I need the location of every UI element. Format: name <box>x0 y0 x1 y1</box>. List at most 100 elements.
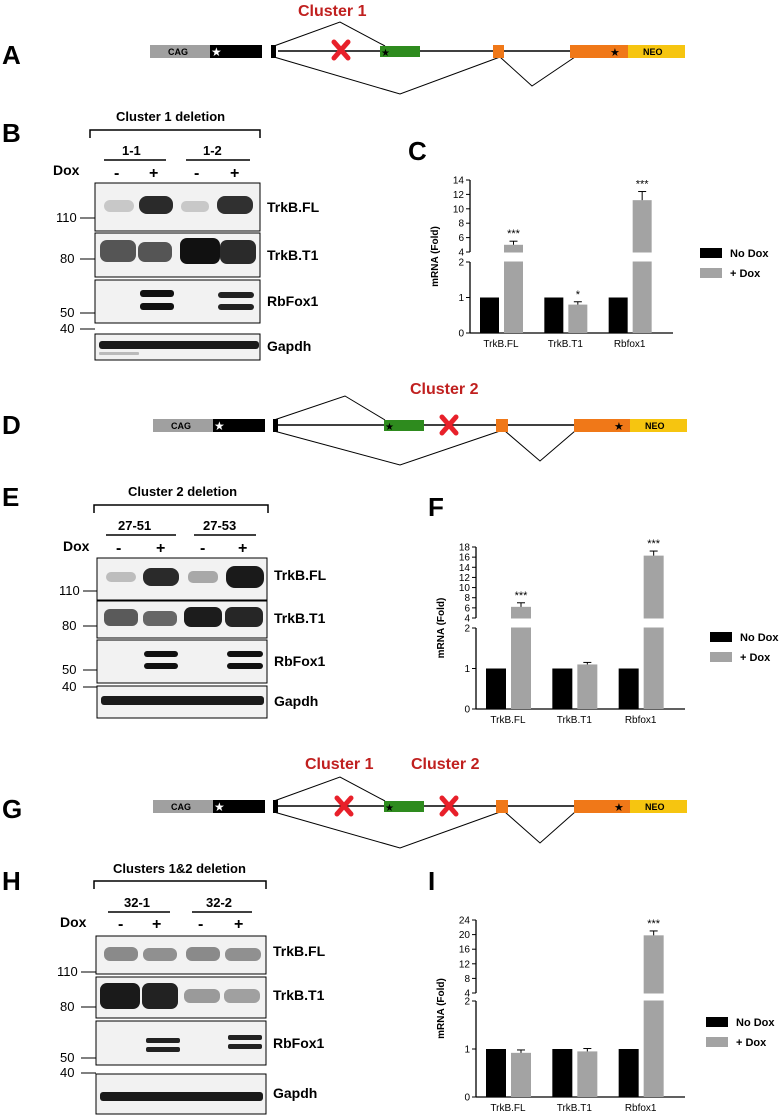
panel-letter-b: B <box>2 118 21 148</box>
band <box>99 341 259 349</box>
legend-swatch <box>700 268 722 278</box>
y-tick-label: 4 <box>464 989 470 1000</box>
splice-arc <box>504 811 576 844</box>
lane-label: 27-51 <box>118 518 151 533</box>
cluster-title: Cluster 1 <box>305 756 374 773</box>
y-tick-label: 1 <box>458 293 464 304</box>
bar <box>486 1049 506 1097</box>
band <box>144 663 178 669</box>
category-label: TrkB.T1 <box>557 715 593 726</box>
category-label: TrkB.T1 <box>548 339 584 350</box>
deletion-cross-icon <box>331 39 351 61</box>
band <box>184 989 220 1003</box>
band <box>180 238 220 264</box>
bar <box>643 555 664 709</box>
exon-orange-small <box>496 419 508 432</box>
band <box>186 947 220 961</box>
band <box>143 948 177 961</box>
cluster-title: Cluster 1 <box>298 3 367 20</box>
mw-label: 50 <box>60 305 74 320</box>
band-label: RbFox1 <box>267 293 319 309</box>
band <box>101 696 264 705</box>
mw-label: 40 <box>60 1065 74 1080</box>
splice-arc <box>499 56 576 87</box>
band <box>217 196 253 214</box>
lane-label: 1-1 <box>122 143 141 158</box>
y-tick-label: 8 <box>464 974 470 985</box>
cluster-title: Cluster 2 <box>410 381 479 398</box>
splice-arc <box>273 430 501 466</box>
cag-label: CAG <box>171 802 191 812</box>
panel-letter-e: E <box>2 482 19 512</box>
sign-label: - <box>198 916 203 933</box>
sign-label: - <box>194 165 199 182</box>
band <box>142 983 178 1009</box>
bar <box>552 1049 573 1097</box>
mw-label: 50 <box>60 1050 74 1065</box>
y-tick-label: 12 <box>459 959 471 970</box>
exon-small <box>271 45 276 58</box>
band <box>143 568 179 586</box>
dox-label: Dox <box>53 162 80 178</box>
neo-label: NEO <box>643 47 663 57</box>
splice-arc <box>273 21 386 47</box>
exon-orange <box>574 800 630 813</box>
band-label: Gapdh <box>267 338 311 354</box>
band <box>181 201 209 212</box>
bar <box>618 668 639 709</box>
y-axis-label: mRNA (Fold) <box>436 978 447 1039</box>
blot-title: Cluster 1 deletion <box>116 109 225 124</box>
band <box>140 303 174 310</box>
y-tick-label: 12 <box>453 190 465 201</box>
band-label: TrkB.FL <box>267 199 320 215</box>
blot-strip <box>94 279 261 324</box>
bar <box>608 297 628 333</box>
y-axis-label: mRNA (Fold) <box>436 598 447 659</box>
sign-label: + <box>149 165 158 182</box>
band-label: RbFox1 <box>274 653 326 669</box>
y-tick-label: 0 <box>458 329 464 340</box>
band <box>188 571 218 583</box>
star-icon: ★ <box>385 422 394 433</box>
panel-e: E Cluster 2 deletion 27-51 27-53 Dox - +… <box>2 482 327 719</box>
y-tick-label: 18 <box>459 543 471 554</box>
exon-green <box>380 46 420 57</box>
category-label: Rbfox1 <box>614 339 646 350</box>
y-tick-label: 2 <box>464 624 470 635</box>
band-label: TrkB.T1 <box>267 247 319 263</box>
splice-arc <box>273 395 386 421</box>
y-tick-label: 1 <box>464 664 470 675</box>
band-label: RbFox1 <box>273 1035 325 1051</box>
legend-swatch <box>700 248 722 258</box>
y-tick-label: 4 <box>464 614 470 625</box>
axis-break-gap <box>631 252 653 262</box>
panel-d: D Cluster 2 CAG ★ ★ ★ NEO <box>2 381 687 466</box>
y-tick-label: 2 <box>458 258 464 269</box>
band <box>100 240 136 262</box>
band <box>104 200 134 212</box>
neo-label: NEO <box>645 802 665 812</box>
mw-label: 80 <box>62 618 76 633</box>
cag-segment <box>153 800 213 813</box>
band <box>226 566 264 588</box>
bar <box>486 668 506 709</box>
star-icon: ★ <box>385 803 394 814</box>
exon-small <box>273 800 278 813</box>
y-tick-label: 14 <box>453 176 465 187</box>
band-label: TrkB.FL <box>273 943 326 959</box>
legend-label: No Dox <box>740 632 779 644</box>
cag-segment <box>150 45 210 58</box>
panel-letter-h: H <box>2 866 21 896</box>
y-tick-label: 6 <box>464 603 470 614</box>
axis-break-gap <box>503 252 524 262</box>
y-tick-label: 10 <box>459 583 471 594</box>
sign-label: + <box>238 540 247 557</box>
legend-label: + Dox <box>730 268 761 280</box>
significance-label: *** <box>636 179 650 191</box>
exon-green <box>384 801 424 812</box>
y-tick-label: 24 <box>459 916 471 927</box>
panel-letter-a: A <box>2 40 21 70</box>
